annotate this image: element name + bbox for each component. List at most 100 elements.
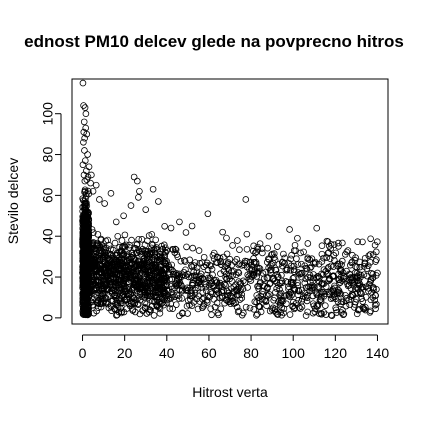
data-point: [151, 287, 159, 294]
data-point: [130, 173, 138, 181]
data-point: [122, 271, 129, 279]
data-point: [192, 272, 200, 279]
data-point: [188, 302, 196, 309]
data-point: [280, 250, 287, 258]
data-point: [141, 299, 149, 307]
data-point: [82, 310, 90, 317]
data-point: [216, 254, 224, 262]
data-point: [263, 302, 270, 310]
data-point: [195, 277, 203, 284]
data-point: [346, 270, 353, 278]
data-point: [207, 305, 214, 313]
data-point: [340, 273, 347, 280]
data-point: [264, 244, 271, 252]
data-point: [374, 269, 381, 277]
data-point: [114, 232, 122, 240]
data-point: [79, 249, 86, 257]
data-point: [120, 308, 128, 316]
data-point: [95, 304, 102, 311]
data-point: [87, 179, 94, 187]
data-point: [157, 291, 165, 299]
data-point: [290, 262, 298, 270]
data-point: [288, 251, 295, 259]
data-point: [363, 272, 371, 280]
data-point: [255, 282, 263, 290]
data-point: [148, 277, 155, 284]
data-point: [182, 286, 190, 294]
data-point: [215, 289, 222, 297]
data-point: [264, 292, 272, 299]
data-point: [325, 277, 332, 285]
data-point: [351, 257, 359, 264]
data-point: [150, 312, 158, 319]
data-point: [363, 265, 371, 272]
data-point: [200, 276, 207, 283]
data-point: [329, 294, 336, 302]
data-point: [137, 284, 145, 292]
y-axis-label: Stevilo delcev: [5, 158, 21, 244]
data-point: [81, 134, 88, 142]
data-point: [340, 310, 348, 318]
data-point: [81, 104, 89, 111]
data-point: [179, 271, 187, 279]
data-point: [305, 283, 312, 291]
data-point: [84, 187, 92, 195]
data-point: [318, 309, 325, 317]
data-point: [129, 284, 137, 291]
data-point: [295, 269, 302, 276]
data-point: [94, 289, 102, 296]
data-point: [315, 273, 322, 281]
data-point: [208, 311, 215, 319]
data-point: [134, 301, 142, 308]
data-point: [326, 255, 334, 262]
data-point: [295, 287, 302, 294]
data-point: [157, 255, 164, 262]
data-point: [80, 257, 88, 265]
data-point: [95, 286, 103, 293]
data-point: [111, 291, 118, 299]
data-point: [142, 284, 150, 292]
data-point: [89, 239, 97, 247]
data-point: [135, 247, 143, 255]
data-point: [150, 268, 157, 275]
data-point: [140, 257, 147, 265]
data-point: [126, 260, 133, 267]
data-point: [266, 291, 273, 298]
points-layer: [79, 79, 381, 320]
data-point: [214, 309, 222, 317]
data-point: [303, 265, 311, 273]
data-point: [204, 299, 211, 306]
data-point: [83, 306, 91, 314]
data-point: [85, 287, 92, 295]
data-point: [148, 240, 156, 248]
data-point: [111, 239, 119, 247]
data-point: [339, 239, 346, 247]
data-point: [347, 275, 354, 282]
data-point: [330, 241, 338, 248]
data-point: [271, 256, 279, 264]
data-point: [221, 299, 228, 307]
data-point: [99, 253, 107, 261]
data-point: [202, 283, 210, 291]
data-point: [267, 262, 274, 269]
data-point: [248, 266, 256, 274]
data-point: [252, 249, 259, 257]
data-point: [225, 272, 233, 280]
data-point: [160, 291, 168, 299]
data-point: [275, 298, 282, 305]
data-point: [217, 305, 225, 313]
data-point: [93, 266, 100, 274]
data-point: [366, 309, 374, 316]
data-point: [278, 296, 285, 304]
data-point: [179, 309, 186, 317]
data-point: [333, 309, 341, 316]
data-point: [86, 246, 94, 254]
data-point: [274, 311, 282, 318]
data-point: [193, 264, 201, 271]
data-point: [316, 296, 324, 304]
data-point: [189, 272, 196, 280]
data-point: [298, 260, 305, 268]
data-point: [296, 305, 304, 312]
data-point: [125, 250, 132, 258]
data-point: [149, 264, 157, 272]
